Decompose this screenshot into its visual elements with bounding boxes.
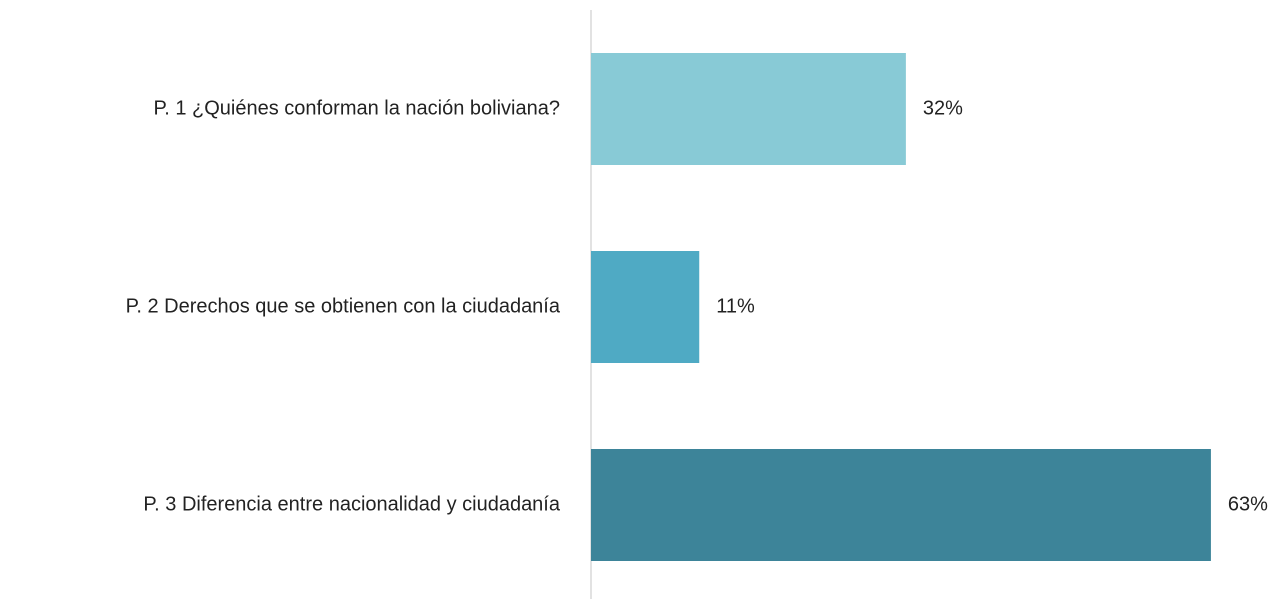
bar <box>591 251 700 363</box>
category-label: P. 2 Derechos que se obtienen con la ciu… <box>126 295 561 317</box>
value-label: 63% <box>1228 493 1268 515</box>
bar <box>591 449 1211 561</box>
bar <box>591 53 906 165</box>
value-label: 11% <box>716 295 755 317</box>
category-label: P. 3 Diferencia entre nacionalidad y ciu… <box>143 493 560 515</box>
category-label: P. 1 ¿Quiénes conforman la nación bolivi… <box>153 97 560 119</box>
value-label: 32% <box>923 97 963 119</box>
